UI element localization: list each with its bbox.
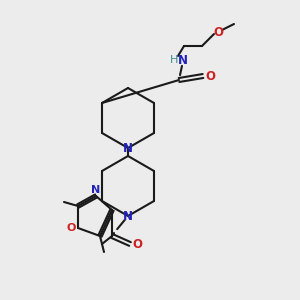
Text: N: N: [92, 185, 100, 195]
Text: O: O: [205, 70, 215, 83]
Text: N: N: [178, 55, 188, 68]
Text: N: N: [123, 209, 133, 223]
Text: O: O: [213, 26, 223, 38]
Text: N: N: [123, 142, 133, 154]
Text: H: H: [170, 55, 178, 65]
Text: O: O: [66, 223, 76, 233]
Text: O: O: [132, 238, 142, 250]
